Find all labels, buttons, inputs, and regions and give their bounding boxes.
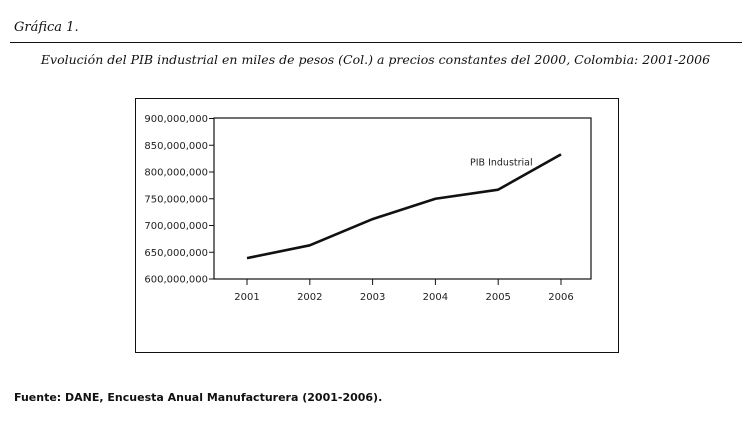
y-tick-label: 750,000,000 — [144, 194, 208, 205]
plot-area — [213, 117, 592, 280]
series-label: PIB Industrial — [470, 157, 533, 168]
header-divider — [10, 42, 742, 43]
x-axis: 2001 2002 2003 2004 2005 2006 — [234, 279, 574, 303]
y-tick-label: 600,000,000 — [144, 275, 208, 286]
y-tick-label: 850,000,000 — [144, 141, 208, 152]
y-tick-label: 900,000,000 — [144, 114, 208, 125]
source-note: Fuente: DANE, Encuesta Anual Manufacture… — [14, 391, 383, 404]
chart-frame — [135, 98, 619, 353]
x-tick-label: 2002 — [297, 292, 322, 303]
chart-title: Evolución del PIB industrial en miles de… — [40, 52, 711, 67]
x-tick-label: 2006 — [548, 292, 573, 303]
y-axis: 600,000,000 650,000,000 700,000,000 750,000… — [144, 114, 214, 286]
x-tick-label: 2005 — [485, 292, 510, 303]
y-tick-label: 700,000,000 — [144, 221, 208, 232]
y-tick-label: 800,000,000 — [144, 168, 208, 179]
x-tick-label: 2004 — [423, 292, 448, 303]
x-tick-label: 2003 — [360, 292, 385, 303]
figure-label: Gráfica 1. — [14, 20, 79, 35]
y-tick-label: 650,000,000 — [144, 248, 208, 259]
series-group: PIB Industrial — [246, 153, 562, 260]
series-line-pib-industrial — [246, 153, 562, 260]
x-tick-label: 2001 — [234, 292, 259, 303]
